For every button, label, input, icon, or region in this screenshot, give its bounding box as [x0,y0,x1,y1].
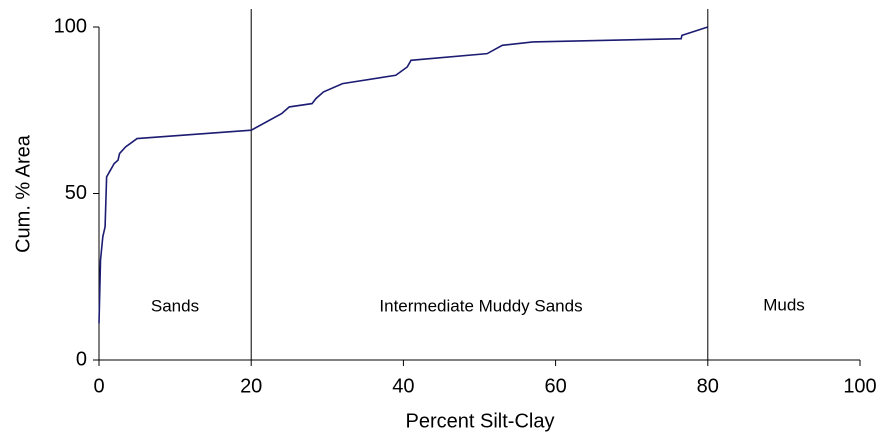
data-line [98,26,709,324]
annotation: Sands [151,296,199,315]
y-tick-label: 0 [76,348,87,370]
x-tick-label: 0 [93,375,104,397]
x-tick-label: 100 [843,375,876,397]
x-tick-label: 80 [697,375,719,397]
y-axis-label: Cum. % Area [12,134,34,253]
x-tick-label: 20 [240,375,262,397]
x-axis-label: Percent Silt-Clay [406,410,555,432]
y-tick-label: 50 [65,182,87,204]
annotation: Intermediate Muddy Sands [379,296,582,315]
y-tick-label: 100 [54,15,87,37]
x-tick-label: 60 [544,375,566,397]
annotation: Muds [763,295,805,314]
x-tick-label: 40 [392,375,414,397]
